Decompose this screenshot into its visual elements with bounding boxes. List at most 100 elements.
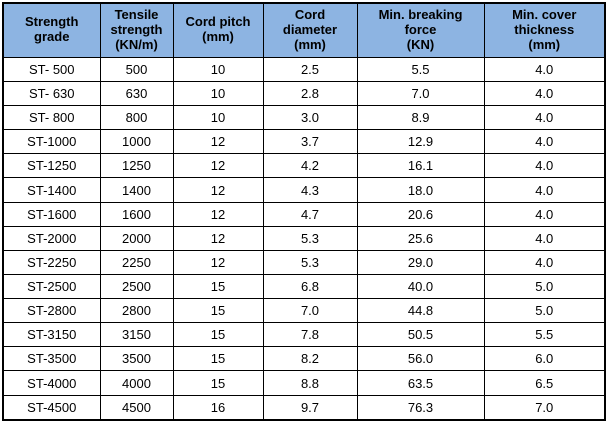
cell-min-breaking-force: 76.3 (356, 394, 485, 421)
cell-tensile-strength: 2800 (99, 298, 174, 324)
cell-strength-grade: ST-1400 (2, 177, 101, 203)
cell-min-breaking-force: 5.5 (356, 56, 485, 82)
cell-cord-pitch: 15 (172, 273, 264, 300)
cell-cord-diameter: 7.0 (262, 298, 358, 324)
cell-strength-grade: ST-2500 (2, 273, 101, 300)
cell-min-breaking-force: 50.5 (356, 322, 485, 348)
cell-cord-pitch: 10 (172, 105, 264, 131)
cell-min-breaking-force: 12.9 (356, 129, 485, 155)
cell-min-cover-thickness: 7.0 (483, 394, 606, 421)
cell-min-cover-thickness: 4.0 (483, 249, 606, 275)
cell-cord-diameter: 9.7 (262, 394, 358, 421)
table-row: ST-1400 1400 12 4.3 18.0 4.0 (2, 177, 606, 203)
cell-strength-grade: ST-1250 (2, 153, 101, 179)
table-row: ST-4000 4000 15 8.8 63.5 6.5 (2, 370, 606, 396)
cell-strength-grade: ST-4500 (2, 394, 101, 421)
cell-cord-pitch: 12 (172, 177, 264, 203)
cell-min-breaking-force: 63.5 (356, 370, 485, 396)
cell-tensile-strength: 2000 (99, 225, 174, 251)
cell-tensile-strength: 2250 (99, 249, 174, 275)
cell-min-breaking-force: 8.9 (356, 105, 485, 131)
cell-cord-pitch: 15 (172, 370, 264, 396)
cell-tensile-strength: 1250 (99, 153, 174, 179)
cell-tensile-strength: 4000 (99, 370, 174, 396)
cell-min-cover-thickness: 6.0 (483, 346, 606, 372)
cell-cord-pitch: 12 (172, 129, 264, 155)
column-header-cord-pitch: Cord pitch (mm) (172, 2, 264, 58)
cell-tensile-strength: 2500 (99, 273, 174, 300)
cell-min-breaking-force: 20.6 (356, 201, 485, 227)
cell-strength-grade: ST-2800 (2, 298, 101, 324)
column-header-tensile-strength: Tensile strength (KN/m) (99, 2, 174, 58)
cell-tensile-strength: 500 (99, 56, 174, 82)
cell-cord-diameter: 5.3 (262, 225, 358, 251)
cell-min-breaking-force: 18.0 (356, 177, 485, 203)
table-row: ST-2500 2500 15 6.8 40.0 5.0 (2, 273, 606, 300)
cell-min-cover-thickness: 4.0 (483, 153, 606, 179)
cell-tensile-strength: 3150 (99, 322, 174, 348)
cell-min-cover-thickness: 4.0 (483, 129, 606, 155)
cell-cord-pitch: 15 (172, 322, 264, 348)
cell-cord-pitch: 15 (172, 298, 264, 324)
cell-min-cover-thickness: 4.0 (483, 201, 606, 227)
cell-strength-grade: ST- 630 (2, 80, 101, 107)
cell-cord-pitch: 12 (172, 249, 264, 275)
table-row: ST-1000 1000 12 3.7 12.9 4.0 (2, 129, 606, 155)
cell-cord-pitch: 15 (172, 346, 264, 372)
cell-strength-grade: ST-3500 (2, 346, 101, 372)
column-header-min-cover-thickness: Min. cover thickness (mm) (483, 2, 606, 58)
table-row: ST-1600 1600 12 4.7 20.6 4.0 (2, 201, 606, 227)
cell-cord-pitch: 16 (172, 394, 264, 421)
cell-min-cover-thickness: 5.0 (483, 273, 606, 300)
cell-tensile-strength: 4500 (99, 394, 174, 421)
cell-min-breaking-force: 29.0 (356, 249, 485, 275)
cell-strength-grade: ST-2250 (2, 249, 101, 275)
cell-min-breaking-force: 16.1 (356, 153, 485, 179)
table-row: ST-4500 4500 16 9.7 76.3 7.0 (2, 394, 606, 421)
cell-tensile-strength: 3500 (99, 346, 174, 372)
cell-cord-diameter: 8.2 (262, 346, 358, 372)
cell-cord-diameter: 2.5 (262, 56, 358, 82)
cell-cord-diameter: 6.8 (262, 273, 358, 300)
cell-min-cover-thickness: 5.5 (483, 322, 606, 348)
cell-cord-diameter: 7.8 (262, 322, 358, 348)
cell-min-cover-thickness: 4.0 (483, 225, 606, 251)
column-header-min-breaking-force: Min. breaking force (KN) (356, 2, 485, 58)
cell-min-cover-thickness: 4.0 (483, 80, 606, 107)
cell-cord-diameter: 4.3 (262, 177, 358, 203)
cell-tensile-strength: 630 (99, 80, 174, 107)
cell-min-breaking-force: 44.8 (356, 298, 485, 324)
cell-cord-diameter: 8.8 (262, 370, 358, 396)
cell-cord-diameter: 4.2 (262, 153, 358, 179)
table-header-row: Strength grade Tensile strength (KN/m) Cor… (2, 2, 606, 58)
cell-strength-grade: ST- 500 (2, 56, 101, 82)
cell-cord-diameter: 2.8 (262, 80, 358, 107)
cell-tensile-strength: 1600 (99, 201, 174, 227)
cell-cord-pitch: 10 (172, 56, 264, 82)
cell-cord-pitch: 12 (172, 225, 264, 251)
table-row: ST-2250 2250 12 5.3 29.0 4.0 (2, 249, 606, 275)
cell-tensile-strength: 1400 (99, 177, 174, 203)
cell-min-cover-thickness: 4.0 (483, 105, 606, 131)
cell-min-cover-thickness: 4.0 (483, 177, 606, 203)
cell-min-breaking-force: 40.0 (356, 273, 485, 300)
cell-min-breaking-force: 7.0 (356, 80, 485, 107)
cell-min-cover-thickness: 4.0 (483, 56, 606, 82)
cell-min-cover-thickness: 6.5 (483, 370, 606, 396)
table-row: ST- 630 630 10 2.8 7.0 4.0 (2, 80, 606, 107)
table-row: ST- 500 500 10 2.5 5.5 4.0 (2, 56, 606, 82)
table-row: ST-2000 2000 12 5.3 25.6 4.0 (2, 225, 606, 251)
cell-min-cover-thickness: 5.0 (483, 298, 606, 324)
cell-strength-grade: ST-1000 (2, 129, 101, 155)
cell-cord-diameter: 4.7 (262, 201, 358, 227)
cell-cord-diameter: 3.7 (262, 129, 358, 155)
cell-cord-pitch: 12 (172, 153, 264, 179)
cell-tensile-strength: 800 (99, 105, 174, 131)
cell-strength-grade: ST- 800 (2, 105, 101, 131)
cell-strength-grade: ST-1600 (2, 201, 101, 227)
cell-cord-diameter: 5.3 (262, 249, 358, 275)
column-header-strength-grade: Strength grade (2, 2, 101, 58)
table-row: ST-2800 2800 15 7.0 44.8 5.0 (2, 298, 606, 324)
